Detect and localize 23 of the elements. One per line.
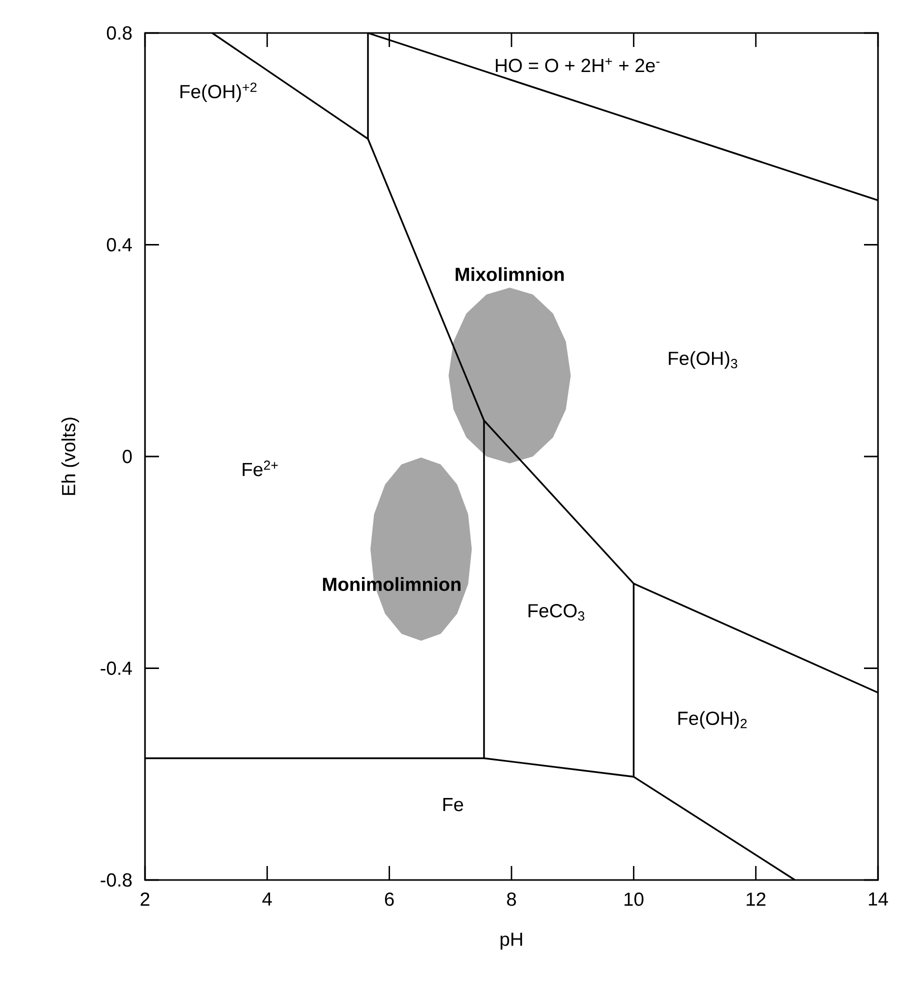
series-label: Monimolimnion: [323, 577, 460, 592]
y-tick-label: -0.8: [100, 873, 132, 887]
annotation: Fe: [443, 798, 464, 812]
y-tick-label: -0.4: [100, 662, 132, 675]
annotation: Fe$^{2+}$: [242, 460, 278, 476]
y-tick-label: 0.8: [106, 26, 132, 40]
x-axis-title: pH: [500, 932, 522, 950]
x-tick-label: 12: [746, 892, 766, 906]
annotation: Fe(OH)$_{3}$: [668, 351, 738, 369]
x-tick-label: 14: [868, 892, 888, 906]
annotation: Fe(OH)$_{2}$: [678, 711, 747, 729]
x-tick-label: 4: [262, 892, 272, 906]
x-tick-label: 6: [385, 892, 394, 906]
x-tick-label: 2: [140, 892, 150, 906]
series-label: Mixolimnion: [456, 267, 564, 282]
x-tick-label: 10: [624, 892, 644, 906]
y-axis-title: Eh (volts): [61, 418, 80, 495]
annotation: HO = O + 2H$^{+}$ + 2e$^{-}$: [496, 58, 660, 72]
annotation: Fe(OH)$^{+2}$: [180, 82, 256, 102]
y-tick-label: 0: [122, 450, 132, 464]
x-tick-label: 8: [507, 892, 516, 906]
y-tick-label: 0.4: [106, 238, 132, 252]
annotation: FeCO$_{3}$: [528, 604, 584, 621]
